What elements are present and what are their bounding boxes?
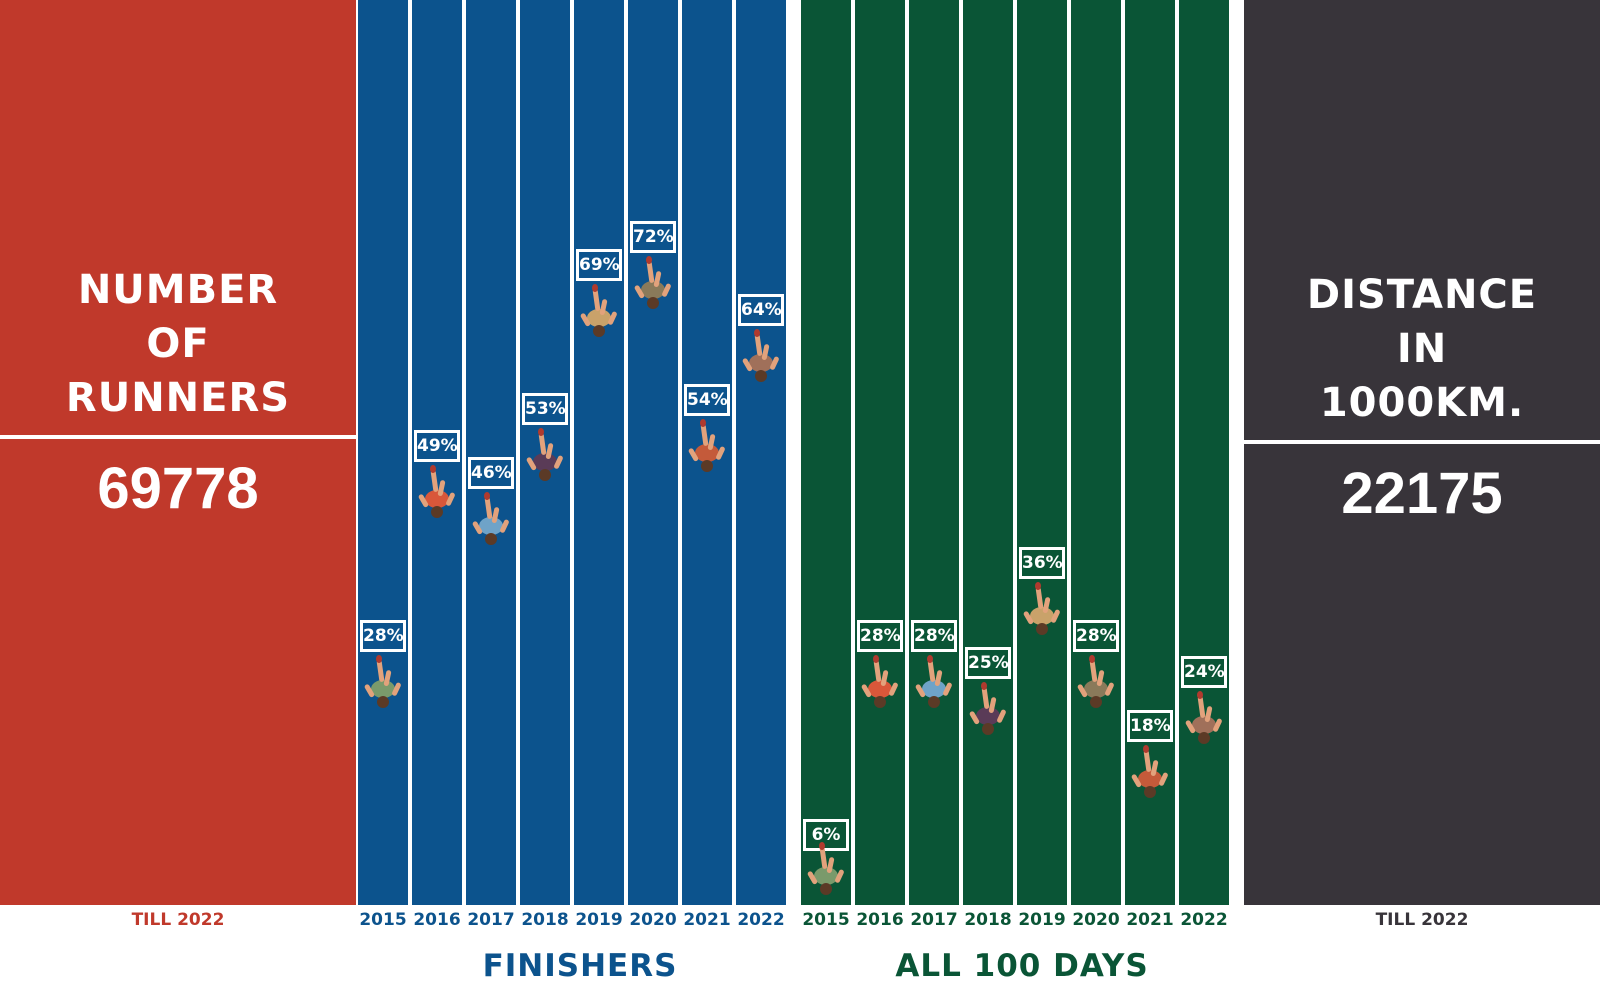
data-label: 49% xyxy=(414,429,460,462)
year-tick-label: 2021 xyxy=(1126,910,1174,930)
distance-title: DISTANCE IN 1000KM. xyxy=(1306,272,1538,426)
year-tick-label: 2018 xyxy=(964,910,1012,930)
bar-finishers-2018: 53% xyxy=(520,0,570,905)
runner-icon xyxy=(469,491,513,553)
data-label: 28% xyxy=(857,619,903,652)
bar-finishers-2022: 64% xyxy=(736,0,786,905)
chart-separator xyxy=(799,0,801,905)
year-tick-label: 2021 xyxy=(683,910,731,930)
year-tick-label: 2019 xyxy=(1018,910,1066,930)
runner-icon xyxy=(631,255,675,317)
year-tick-label: 2019 xyxy=(575,910,623,930)
data-label: 28% xyxy=(911,619,957,652)
year-tick-label: 2016 xyxy=(413,910,461,930)
distance-divider xyxy=(1244,440,1600,444)
runners-caption: TILL 2022 xyxy=(131,910,225,930)
runner-icon xyxy=(1128,744,1172,806)
year-tick-label: 2016 xyxy=(856,910,904,930)
runner-icon xyxy=(577,283,621,345)
bar-all-100-days-2016: 28% xyxy=(855,0,905,905)
runner-icon xyxy=(523,427,567,489)
data-label: 6% xyxy=(803,818,849,851)
bar-all-100-days-2022: 24% xyxy=(1179,0,1229,905)
runner-icon xyxy=(1182,690,1226,752)
year-tick-label: 2020 xyxy=(1072,910,1120,930)
runner-icon xyxy=(739,328,783,390)
data-label: 28% xyxy=(1073,619,1119,652)
bar-finishers-2021: 54% xyxy=(682,0,732,905)
data-label: 72% xyxy=(630,221,676,254)
bar-all-100-days-2017: 28% xyxy=(909,0,959,905)
runner-icon xyxy=(858,654,902,716)
runners-title: NUMBER OF RUNNERS xyxy=(65,267,291,421)
data-label: 46% xyxy=(468,456,514,489)
data-label: 25% xyxy=(965,646,1011,679)
year-tick-label: 2017 xyxy=(467,910,515,930)
data-label: 36% xyxy=(1019,547,1065,580)
bar-finishers-2020: 72% xyxy=(628,0,678,905)
year-tick-label: 2022 xyxy=(1180,910,1228,930)
runners-panel: NUMBER OF RUNNERS 69778 xyxy=(0,0,356,905)
runner-icon xyxy=(804,841,848,903)
year-tick-label: 2017 xyxy=(910,910,958,930)
year-tick-label: 2018 xyxy=(521,910,569,930)
runner-icon xyxy=(912,654,956,716)
runner-icon xyxy=(415,464,459,526)
runner-icon xyxy=(361,654,405,716)
data-label: 24% xyxy=(1181,655,1227,688)
year-tick-label: 2022 xyxy=(737,910,785,930)
runner-icon xyxy=(685,418,729,480)
runner-icon xyxy=(966,681,1010,743)
year-tick-label: 2015 xyxy=(802,910,850,930)
runners-divider xyxy=(0,435,356,439)
bar-all-100-days-2020: 28% xyxy=(1071,0,1121,905)
data-label: 64% xyxy=(738,293,784,326)
year-tick-label: 2015 xyxy=(359,910,407,930)
data-label: 28% xyxy=(360,619,406,652)
bar-finishers-2016: 49% xyxy=(412,0,462,905)
distance-panel: DISTANCE IN 1000KM. 22175 xyxy=(1244,0,1600,905)
data-label: 18% xyxy=(1127,710,1173,743)
bar-finishers-2019: 69% xyxy=(574,0,624,905)
year-tick-label: 2020 xyxy=(629,910,677,930)
bar-all-100-days-2015: 6% xyxy=(801,0,851,905)
bar-all-100-days-2019: 36% xyxy=(1017,0,1067,905)
runner-icon xyxy=(1020,581,1064,643)
runner-icon xyxy=(1074,654,1118,716)
finishers-label: FINISHERS xyxy=(482,948,678,984)
runners-count: 69778 xyxy=(97,456,259,521)
distance-total: 22175 xyxy=(1341,461,1503,526)
bar-finishers-2017: 46% xyxy=(466,0,516,905)
bar-all-100-days-2021: 18% xyxy=(1125,0,1175,905)
distance-caption: TILL 2022 xyxy=(1375,910,1469,930)
bar-all-100-days-2018: 25% xyxy=(963,0,1013,905)
data-label: 54% xyxy=(684,384,730,417)
all-100-days-label: ALL 100 DAYS xyxy=(895,948,1149,984)
bar-finishers-2015: 28% xyxy=(358,0,408,905)
data-label: 69% xyxy=(576,248,622,281)
data-label: 53% xyxy=(522,393,568,426)
